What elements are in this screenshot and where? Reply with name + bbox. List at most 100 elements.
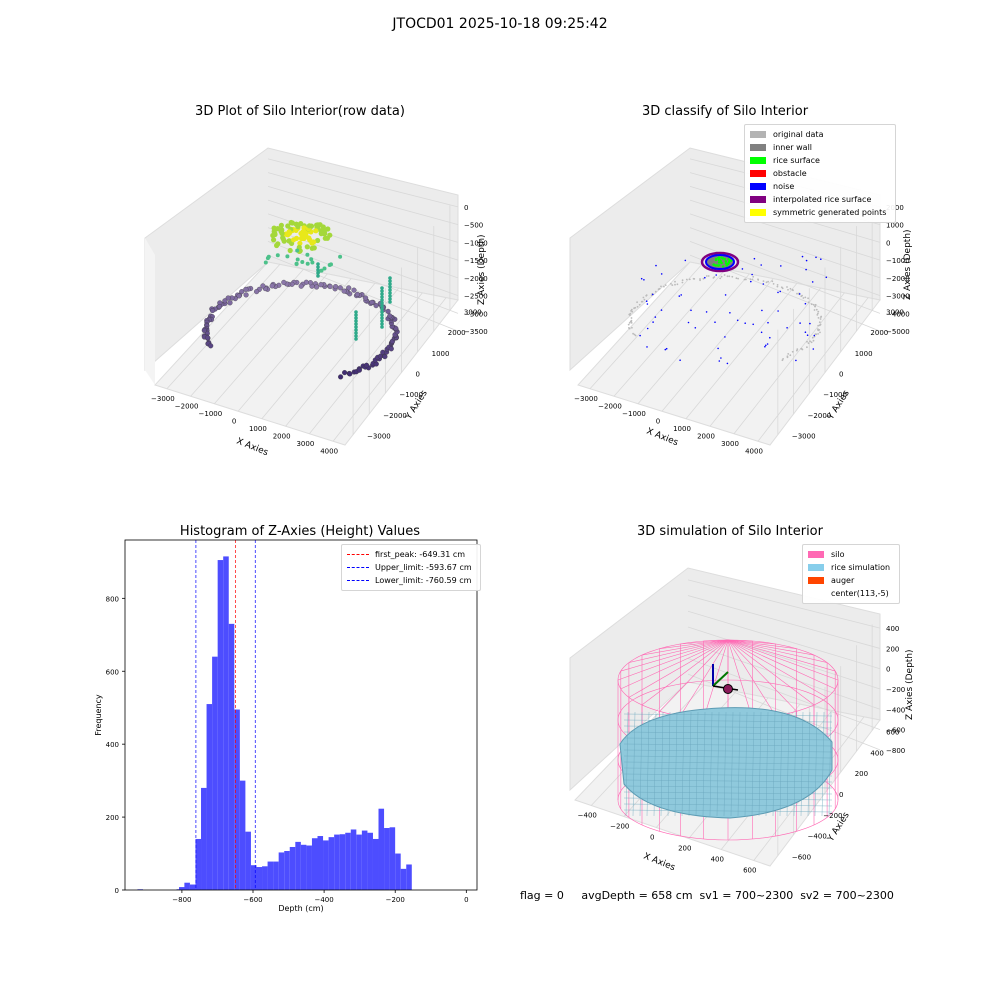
histogram-legend: first_peak: -649.31 cm Upper_limit: -593.… bbox=[341, 544, 481, 591]
p2-x-gridline bbox=[757, 297, 869, 442]
classify-legend-item: original data bbox=[750, 128, 890, 141]
p2-z-tick: −4000 bbox=[886, 310, 910, 318]
p2-x-tick: −2000 bbox=[598, 402, 622, 410]
classify-point-noise bbox=[766, 343, 769, 345]
histogram-bar bbox=[201, 787, 207, 890]
rice-mesh-line bbox=[814, 711, 818, 817]
classify-point-original bbox=[630, 320, 633, 323]
rice-mesh-line bbox=[723, 711, 727, 817]
classify-point-original bbox=[776, 285, 779, 288]
raw-point bbox=[322, 235, 328, 241]
raw-point bbox=[319, 268, 324, 273]
raw-point bbox=[341, 288, 347, 294]
classify-point-noise bbox=[786, 327, 788, 329]
histogram-bar bbox=[239, 780, 246, 891]
classify-point-original bbox=[807, 342, 810, 345]
auger-center-marker bbox=[723, 684, 733, 694]
classify-point-noise bbox=[820, 258, 822, 261]
raw-point bbox=[269, 283, 275, 289]
classify-legend-item: inner wall bbox=[750, 141, 890, 154]
raw-point bbox=[201, 327, 207, 333]
silo-roof-wire bbox=[703, 639, 729, 642]
classify-point-original bbox=[674, 280, 676, 283]
classify-point-noise bbox=[751, 273, 753, 276]
status-footer: flag = 0 avgDepth = 658 cm sv1 = 700~230… bbox=[520, 889, 894, 902]
classify-point-original bbox=[745, 278, 747, 281]
rice-mesh-line bbox=[639, 711, 643, 817]
classify-point-rice bbox=[721, 265, 725, 268]
silo-roof-wire bbox=[727, 639, 797, 712]
raw-point bbox=[380, 313, 384, 317]
classify-point-noise bbox=[643, 279, 645, 281]
rice-mesh-line bbox=[709, 711, 713, 817]
raw-point bbox=[316, 271, 320, 275]
classify-point-original bbox=[796, 348, 799, 351]
raw-point bbox=[285, 223, 291, 229]
raw-point bbox=[281, 279, 287, 285]
raw-point bbox=[210, 308, 216, 314]
histogram-frame bbox=[124, 539, 478, 891]
histogram-y-tick: 0 bbox=[115, 887, 119, 895]
classify-point-noise bbox=[811, 281, 814, 283]
raw-point bbox=[316, 262, 320, 266]
silo-roof-wire bbox=[680, 639, 729, 645]
p1-z-tick: 0 bbox=[464, 204, 468, 212]
auger-axis-y bbox=[712, 671, 729, 687]
rice-mesh-line bbox=[779, 711, 783, 817]
classify-point-original bbox=[817, 328, 819, 331]
silo-roof-wire bbox=[617, 639, 729, 681]
classify-point-noise bbox=[777, 291, 779, 294]
histogram-bar bbox=[295, 841, 301, 891]
classify-point-original bbox=[638, 303, 641, 306]
histogram-bar bbox=[223, 556, 229, 890]
classify-point-noise bbox=[705, 311, 708, 313]
p2-z-gridline bbox=[689, 213, 881, 279]
p2-y-tick: −1000 bbox=[823, 391, 847, 399]
classify-point-original bbox=[815, 308, 818, 311]
raw-point bbox=[338, 374, 344, 380]
raw-point bbox=[388, 297, 392, 301]
classify-point-noise bbox=[665, 347, 668, 350]
rice-mesh-line bbox=[623, 761, 833, 765]
classify-point-original bbox=[670, 282, 672, 285]
classify-legend: original data inner wall rice surface obsta… bbox=[744, 124, 896, 223]
raw-point bbox=[260, 283, 266, 289]
p4-y-tick: −400 bbox=[808, 833, 827, 841]
classify-point-original bbox=[719, 277, 722, 280]
silo-roof-wire bbox=[680, 639, 729, 717]
histogram-legend-item: Lower_limit: -760.59 cm bbox=[347, 574, 475, 587]
histogram-bar bbox=[406, 864, 412, 890]
p1-x-tick: −2000 bbox=[175, 402, 199, 410]
p1-x-gridline bbox=[285, 287, 399, 427]
raw-point bbox=[316, 265, 320, 269]
raw-plot-title: 3D Plot of Silo Interior(row data) bbox=[195, 104, 405, 119]
rice-mesh-line bbox=[758, 711, 762, 817]
classify-point-original bbox=[699, 279, 701, 282]
legend-swatch bbox=[750, 131, 766, 138]
classify-point-original bbox=[810, 303, 813, 306]
raw-point bbox=[382, 354, 388, 360]
raw-point bbox=[380, 325, 384, 329]
silo-roof-wire bbox=[727, 639, 839, 681]
histogram-bar bbox=[206, 704, 213, 890]
p4-y-tick: 200 bbox=[855, 770, 868, 778]
raw-point bbox=[387, 313, 393, 319]
raw-point bbox=[295, 224, 301, 230]
p1-x-tick: −1000 bbox=[199, 410, 223, 418]
raw-point bbox=[354, 310, 358, 314]
classify-point-rice bbox=[717, 261, 721, 264]
classify-legend-item: interpolated rice surface bbox=[750, 193, 890, 206]
raw-point bbox=[322, 266, 327, 271]
classify-point-original bbox=[630, 322, 633, 324]
p4-z-gridline bbox=[687, 642, 881, 710]
raw-point bbox=[294, 261, 299, 266]
p1-z-tick: −2000 bbox=[464, 275, 488, 283]
classify-point-noise bbox=[813, 334, 816, 337]
p2-y-tick: 2000 bbox=[870, 329, 888, 337]
p1-y-tick: −3000 bbox=[367, 433, 391, 441]
classify-point-original bbox=[735, 277, 738, 280]
raw-point bbox=[354, 334, 358, 338]
p4-z-gridline bbox=[687, 658, 881, 730]
raw-point bbox=[300, 260, 305, 264]
